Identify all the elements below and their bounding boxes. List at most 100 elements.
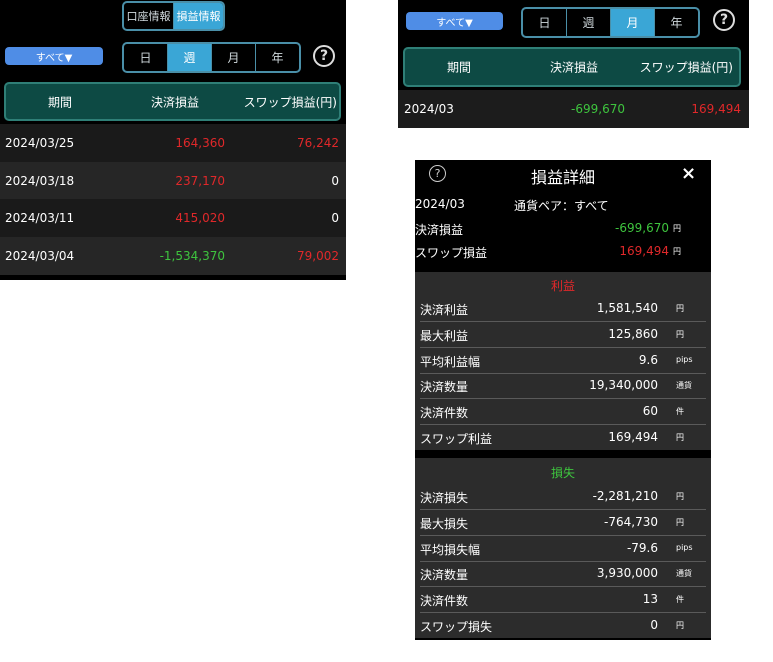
pl-value: -1,534,370	[159, 249, 225, 264]
row-label: 平均利益幅	[420, 354, 481, 369]
loss-section: 損失 決済損失 -2,281,210 円最大損失 -764,730 円平均損失幅…	[415, 458, 711, 638]
row-label: スワップ利益	[420, 432, 493, 446]
row-value: 169,494	[608, 430, 658, 444]
period: 2024/03	[404, 102, 454, 116]
table-row[interactable]: 2024/03/11 415,020 0	[0, 199, 346, 238]
loss-row: 決済損失 -2,281,210 円	[420, 484, 706, 510]
row-unit: 円	[676, 621, 684, 630]
monthly-panel: すべて▼ 日 週 月 年 ? 期間 決済損益 スワップ損益(円) 2024/03…	[398, 0, 749, 128]
filter-button[interactable]: すべて▼	[5, 47, 103, 65]
tab-pl-info[interactable]: 損益情報	[174, 3, 223, 29]
help-icon[interactable]: ?	[313, 45, 335, 67]
row-value: 19,340,000	[589, 378, 658, 393]
period: 2024/03	[415, 197, 465, 211]
table-row[interactable]: 2024/03/04 -1,534,370 79,002	[0, 237, 346, 276]
row-value: 9.6	[638, 352, 658, 367]
row-unit: 円	[676, 304, 684, 313]
summary-label: スワップ損益	[415, 246, 488, 260]
row-label: 決済損失	[420, 491, 469, 505]
profit-title: 利益	[550, 279, 575, 293]
close-icon[interactable]: ×	[681, 163, 697, 184]
pl-value: 237,170	[175, 173, 225, 188]
tab-day[interactable]: 日	[523, 9, 567, 36]
table-header: 期間 決済損益 スワップ損益(円)	[403, 47, 741, 87]
tab-account-info[interactable]: 口座情報	[124, 3, 174, 29]
profit-row: 最大利益 125,860 円	[420, 322, 706, 348]
row-unit: 円	[676, 492, 684, 501]
period: 2024/03/18	[5, 173, 75, 188]
row-value: 125,860	[608, 326, 658, 341]
period-tabs: 日 週 月 年	[122, 42, 301, 73]
tab-day[interactable]: 日	[124, 44, 168, 71]
loss-row: 最大損失 -764,730 円	[420, 510, 706, 536]
tab-week[interactable]: 週	[567, 9, 611, 36]
row-value: 13	[642, 592, 658, 607]
header-period: 期間	[48, 95, 73, 109]
swap-value: 76,242	[297, 136, 339, 150]
pl-detail-dialog: ? 損益詳細 × 2024/03 通貨ペア：すべて 決済損益 -699,670 …	[415, 160, 711, 640]
profit-row: 決済数量 19,340,000 通貨	[420, 373, 706, 400]
profit-row: 決済件数 60 件	[420, 399, 706, 426]
loss-row: 決済数量 3,930,000 通貨	[420, 561, 706, 588]
row-label: 決済利益	[420, 303, 469, 317]
row-unit: 通貨	[676, 381, 692, 391]
row-unit: 通貨	[676, 569, 692, 579]
period: 2024/03/11	[5, 211, 75, 226]
profit-row: 決済利益 1,581,540 円	[420, 296, 706, 322]
row-label: 決済件数	[420, 406, 469, 421]
loss-row: 決済件数 13 件	[420, 587, 706, 614]
filter-button[interactable]: すべて▼	[406, 12, 503, 30]
summary-label: 決済損益	[415, 223, 464, 237]
header-swap: スワップ損益(円)	[243, 95, 337, 109]
summary-unit: 円	[673, 247, 681, 256]
swap-value: 0	[331, 211, 339, 226]
row-value: -79.6	[626, 540, 658, 555]
summary-unit: 円	[673, 224, 681, 233]
row-value: 60	[642, 404, 658, 419]
currency-pair: 通貨ペア：すべて	[514, 199, 609, 213]
help-icon[interactable]: ?	[713, 9, 735, 31]
top-tabs: 口座情報 損益情報	[122, 1, 225, 31]
swap-value: 0	[331, 173, 339, 188]
row-value: 3,930,000	[596, 566, 658, 581]
dialog-title: 損益詳細	[530, 168, 595, 187]
pl-value: -699,670	[571, 102, 625, 116]
tab-month[interactable]: 月	[212, 44, 256, 71]
summary-value: -699,670	[615, 221, 669, 235]
row-value: -764,730	[604, 514, 658, 529]
tab-month[interactable]: 月	[611, 9, 655, 36]
loss-row: 平均損失幅 -79.6 pips	[420, 536, 706, 562]
period: 2024/03/04	[5, 249, 75, 264]
help-icon[interactable]: ?	[429, 165, 446, 182]
table-row[interactable]: 2024/03/25 164,360 76,242	[0, 124, 346, 162]
table-header: 期間 決済損益 スワップ損益(円)	[4, 82, 341, 121]
swap-value: 79,002	[297, 249, 339, 264]
row-value: 0	[650, 618, 658, 632]
pl-value: 164,360	[175, 136, 225, 150]
row-value: 1,581,540	[596, 301, 658, 315]
profit-row: スワップ利益 169,494 円	[420, 425, 706, 451]
table-row[interactable]: 2024/03 -699,670 169,494	[398, 90, 749, 128]
table-row[interactable]: 2024/03/18 237,170 0	[0, 161, 346, 200]
row-label: 最大利益	[420, 328, 469, 343]
row-unit: 円	[676, 329, 684, 339]
weekly-panel: 口座情報 損益情報 すべて▼ 日 週 月 年 ? 期間 決済損益 スワップ損益(…	[0, 0, 346, 280]
row-unit: 円	[676, 433, 684, 442]
row-unit: pips	[676, 354, 693, 364]
tab-year[interactable]: 年	[271, 51, 284, 65]
profit-row: 平均利益幅 9.6 pips	[420, 348, 706, 374]
row-value: -2,281,210	[592, 489, 658, 503]
row-label: 決済件数	[420, 594, 469, 609]
header-pl: 決済損益	[151, 95, 200, 109]
period-tabs: 日 週 月 年	[521, 7, 700, 38]
tab-year[interactable]: 年	[670, 16, 683, 30]
row-unit: pips	[676, 542, 693, 552]
tab-week[interactable]: 週	[168, 44, 212, 71]
row-unit: 件	[676, 407, 684, 417]
row-unit: 件	[676, 595, 684, 605]
header-pl: 決済損益	[550, 60, 599, 75]
profit-section: 利益 決済利益 1,581,540 円最大利益 125,860 円平均利益幅 9…	[415, 272, 711, 450]
header-swap: スワップ損益(円)	[639, 60, 733, 75]
pl-value: 415,020	[175, 211, 225, 226]
swap-value: 169,494	[691, 102, 741, 116]
